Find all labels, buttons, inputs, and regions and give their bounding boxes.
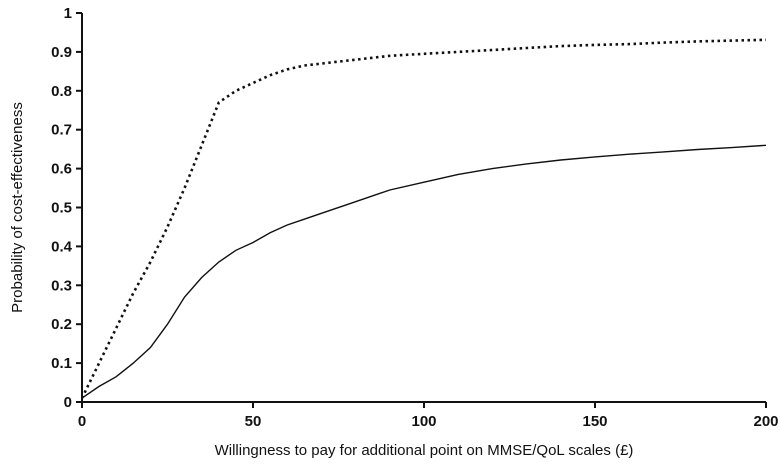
y-tick-label: 0.9 xyxy=(51,44,72,61)
x-tick-label: 0 xyxy=(78,413,86,430)
y-tick-label: 0.5 xyxy=(51,200,72,217)
x-tick-label: 50 xyxy=(245,413,262,430)
y-tick-label: 0.6 xyxy=(51,161,72,178)
x-tick-label: 150 xyxy=(582,413,607,430)
series-line-solid xyxy=(81,144,767,399)
y-tick-label: 0.1 xyxy=(51,355,72,372)
axes-layer xyxy=(81,13,766,403)
y-tick-label: 0.7 xyxy=(51,122,72,139)
series-layer xyxy=(80,38,767,399)
x-tick-label: 100 xyxy=(411,413,436,430)
y-axis-title: Probability of cost-effectiveness xyxy=(9,102,26,313)
y-tick-label: 0.2 xyxy=(51,316,72,333)
y-tick-label: 0 xyxy=(64,394,72,411)
series-line-dotted xyxy=(80,38,767,399)
y-tick-label: 0.8 xyxy=(51,83,72,100)
y-tick-label: 0.3 xyxy=(51,277,72,294)
x-tick-label: 200 xyxy=(753,413,778,430)
y-axis-ticks: 0 0.1 0.2 0.3 0.4 0.5 0.6 0.7 0.8 0.9 1 xyxy=(51,5,82,411)
x-axis-title: Willingness to pay for additional point … xyxy=(215,442,634,459)
y-tick-label: 1 xyxy=(64,5,72,22)
x-axis-ticks: 0 50 100 150 200 xyxy=(78,402,779,430)
y-tick-label: 0.4 xyxy=(51,238,73,255)
